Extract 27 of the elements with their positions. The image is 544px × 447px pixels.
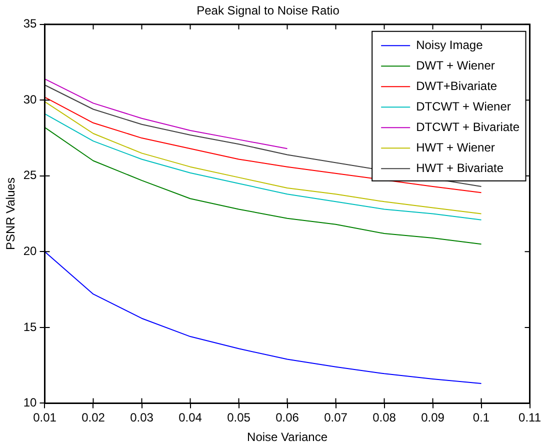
- y-tick-label: 25: [23, 168, 38, 182]
- y-tick-label: 10: [23, 396, 38, 410]
- y-tick-label: 30: [23, 92, 38, 106]
- x-tick-label: 0.1: [472, 410, 490, 425]
- x-tick-label: 0.03: [130, 410, 154, 425]
- chart-title: Peak Signal to Noise Ratio: [196, 4, 340, 18]
- legend-label: DTCWT + Wiener: [416, 99, 511, 114]
- x-tick-label: 0.04: [178, 410, 202, 425]
- x-axis-title: Noise Variance: [247, 430, 328, 444]
- legend-label: Noisy Image: [416, 38, 484, 52]
- legend-label: DTCWT + Bivariate: [416, 120, 520, 134]
- x-tick-label: 0.02: [82, 410, 106, 425]
- x-tick-label: 0.07: [324, 410, 348, 425]
- x-tick-label: 0.11: [518, 410, 542, 425]
- legend-label: HWT + Bivariate: [416, 160, 504, 175]
- x-tick-label: 0.06: [276, 410, 300, 425]
- legend-label: DWT+Bivariate: [416, 78, 498, 93]
- x-tick-label: 0.08: [372, 410, 396, 425]
- y-tick-label: 15: [23, 320, 38, 334]
- legend-label: HWT + Wiener: [416, 140, 495, 154]
- y-tick-label: 20: [23, 244, 38, 258]
- y-axis-title: PSNR Values: [4, 178, 18, 250]
- x-tick-label: 0.05: [227, 410, 251, 425]
- legend-label: DWT + Wiener: [416, 58, 495, 72]
- y-tick-label: 35: [23, 16, 38, 31]
- x-tick-label: 0.01: [33, 410, 57, 425]
- x-tick-label: 0.09: [421, 410, 445, 425]
